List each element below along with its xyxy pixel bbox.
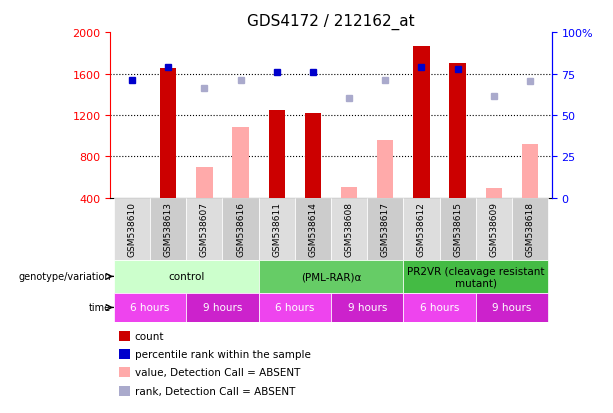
Text: GSM538613: GSM538613 (164, 202, 173, 256)
Text: GSM538615: GSM538615 (453, 202, 462, 256)
Bar (403, 260, 548, 293)
Bar (119, 331, 130, 341)
Bar (403, 198, 440, 260)
Text: 6 hours: 6 hours (131, 303, 170, 313)
Text: count: count (135, 331, 164, 341)
Bar (119, 368, 130, 377)
Bar (186, 198, 223, 260)
Text: rank, Detection Call = ABSENT: rank, Detection Call = ABSENT (135, 386, 295, 396)
Bar (440, 198, 476, 260)
Text: 9 hours: 9 hours (348, 303, 387, 313)
Text: control: control (168, 272, 205, 282)
Bar (232, 128, 249, 198)
Bar (476, 198, 512, 260)
Text: 6 hours: 6 hours (420, 303, 459, 313)
Text: GSM538612: GSM538612 (417, 202, 426, 256)
Text: genotype/variation: genotype/variation (18, 272, 111, 282)
Bar (259, 293, 331, 322)
Bar (268, 111, 285, 198)
Text: (PML-RAR)α: (PML-RAR)α (301, 272, 361, 282)
Text: GSM538610: GSM538610 (128, 202, 137, 256)
Bar (160, 69, 177, 198)
Bar (223, 198, 259, 260)
Text: GSM538608: GSM538608 (345, 202, 354, 256)
Bar (259, 198, 295, 260)
Bar (305, 114, 321, 198)
Text: GSM538607: GSM538607 (200, 202, 209, 256)
Bar (150, 198, 186, 260)
Bar (449, 64, 466, 198)
Text: percentile rank within the sample: percentile rank within the sample (135, 349, 311, 359)
Bar (119, 349, 130, 359)
Bar (331, 198, 367, 260)
Text: GSM538609: GSM538609 (489, 202, 498, 256)
Bar (259, 260, 403, 293)
Bar (295, 198, 331, 260)
Bar (512, 198, 548, 260)
Bar (331, 293, 403, 322)
Bar (196, 167, 213, 198)
Text: GSM538611: GSM538611 (272, 202, 281, 256)
Bar (485, 189, 502, 198)
Text: GSM538616: GSM538616 (236, 202, 245, 256)
Bar (367, 198, 403, 260)
Bar (114, 198, 150, 260)
Text: time: time (89, 303, 111, 313)
Bar (522, 145, 538, 198)
Bar (114, 260, 259, 293)
Text: GSM538617: GSM538617 (381, 202, 390, 256)
Bar (403, 293, 476, 322)
Text: PR2VR (cleavage resistant
mutant): PR2VR (cleavage resistant mutant) (407, 266, 544, 287)
Bar (341, 188, 357, 198)
Bar (377, 140, 394, 198)
Bar (119, 386, 130, 396)
Text: GSM538614: GSM538614 (308, 202, 318, 256)
Text: 9 hours: 9 hours (492, 303, 531, 313)
Text: value, Detection Call = ABSENT: value, Detection Call = ABSENT (135, 368, 300, 377)
Text: 6 hours: 6 hours (275, 303, 314, 313)
Text: GSM538618: GSM538618 (525, 202, 535, 256)
Text: 9 hours: 9 hours (203, 303, 242, 313)
Bar (476, 293, 548, 322)
Bar (186, 293, 259, 322)
Title: GDS4172 / 212162_at: GDS4172 / 212162_at (247, 14, 415, 30)
Bar (114, 293, 186, 322)
Bar (413, 47, 430, 198)
